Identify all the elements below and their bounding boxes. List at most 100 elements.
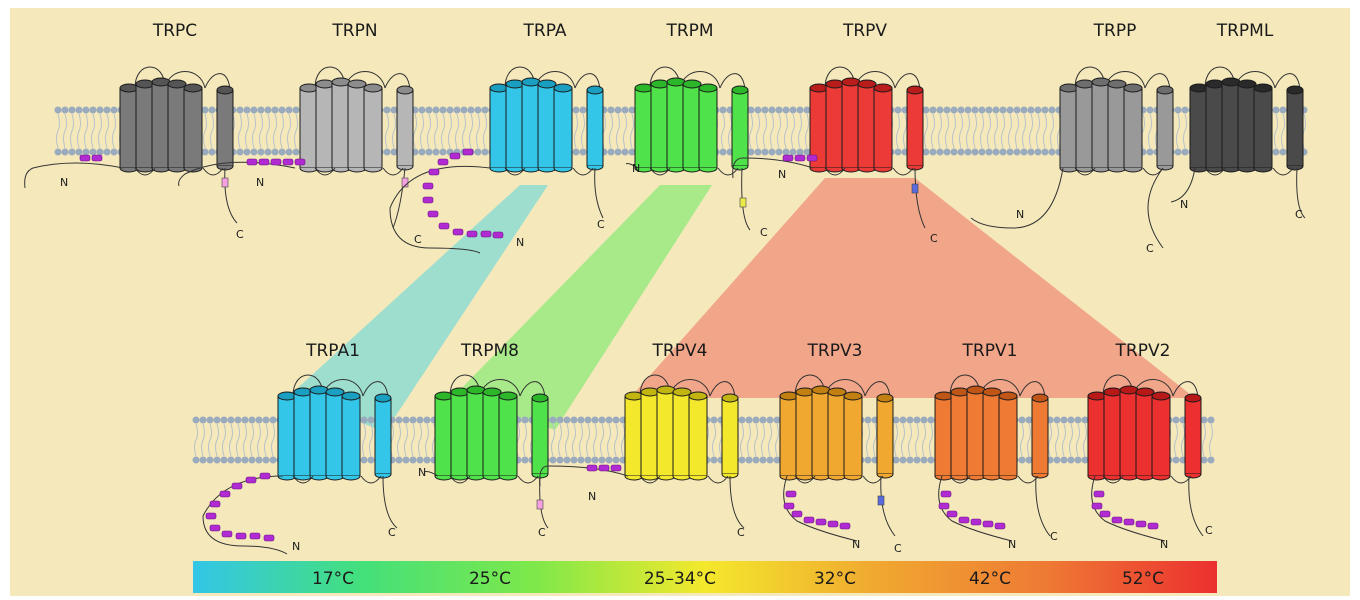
lipid-tail (523, 423, 527, 457)
lipid-head (250, 148, 258, 156)
helix-top (666, 77, 686, 87)
intracellular-loop (649, 167, 739, 176)
lipid-tail (945, 113, 949, 149)
helix-bottom (1075, 167, 1095, 173)
lipid-tail (266, 113, 270, 149)
lipid-head (262, 416, 270, 424)
ankyrin-repeat (940, 490, 952, 498)
lipid-head (773, 456, 781, 464)
temperature-scale: 17°C 25°C 25–34°C 32°C 42°C 52°C (193, 561, 1217, 593)
lipid-head (922, 148, 930, 156)
helix-body (135, 83, 155, 169)
helix-top (721, 393, 739, 403)
helix-body (721, 397, 739, 475)
lipid-head (1060, 456, 1068, 464)
ankyrin-repeat (428, 168, 440, 176)
lipid-head (579, 148, 587, 156)
lipid-head (563, 416, 571, 424)
lipid-head (208, 148, 216, 156)
lipid-tail (257, 423, 261, 457)
lipid-head (864, 456, 872, 464)
helix-body (325, 391, 345, 477)
temperature-label: 25°C (469, 569, 511, 589)
lipid-tail (411, 423, 415, 457)
temperature-label: 52°C (1122, 569, 1164, 589)
lipid-tail (574, 113, 578, 149)
helix-top (656, 385, 676, 395)
lipid-tail (770, 113, 774, 149)
c-domain (221, 177, 229, 188)
helix-body (1075, 83, 1095, 169)
ankyrin-repeat (259, 472, 271, 480)
helix-body (1205, 83, 1225, 169)
lipid-head (453, 106, 461, 114)
lipid-head (360, 416, 368, 424)
lipid-tail (1027, 423, 1031, 457)
lipid-tail (98, 113, 102, 149)
lipid-head (285, 106, 293, 114)
lipid-head (1172, 456, 1180, 464)
helix-top (906, 85, 924, 95)
helix-body (505, 83, 525, 169)
lipid-head (1027, 148, 1035, 156)
lipid-head (395, 416, 403, 424)
temperature-label: 25–34°C (644, 569, 716, 589)
helix-body (151, 81, 171, 169)
lipid-head (922, 106, 930, 114)
lipid-head (803, 106, 811, 114)
ankyrin-repeat (221, 530, 233, 538)
ankyrin-repeat (422, 196, 434, 204)
ankyrin-repeat (438, 222, 450, 230)
lipid-head (796, 106, 804, 114)
helix-body (434, 395, 454, 477)
lipid-tail (558, 423, 562, 457)
lipid-tail (1181, 423, 1185, 457)
lipid-head (1020, 148, 1028, 156)
helix-top (331, 77, 351, 87)
lipid-tail (201, 423, 205, 457)
lipid-head (367, 416, 375, 424)
helix-top (1091, 77, 1111, 87)
lipid-tail (1176, 113, 1180, 149)
helix-top (1221, 77, 1241, 87)
channel-label: TRPV (842, 21, 887, 41)
lipid-tail (593, 423, 597, 457)
n-terminus-label: N (256, 176, 264, 189)
lipid-tail (369, 423, 373, 457)
helix-top (299, 83, 319, 93)
lipid-tail (581, 113, 585, 149)
helix-body (1156, 89, 1174, 167)
n-terminus-label: N (632, 162, 640, 175)
lipid-head (1181, 148, 1189, 156)
ankyrin-repeat (803, 516, 815, 524)
lipid-head (894, 106, 902, 114)
lipid-tail (630, 113, 634, 149)
lipid-head (248, 456, 256, 464)
ankyrin-repeat (466, 230, 478, 238)
lipid-tail (1008, 113, 1012, 149)
ankyrin-repeat (791, 510, 803, 518)
helix-body (624, 395, 644, 477)
helix-bottom (482, 475, 502, 481)
channel-label: TRPM (665, 21, 713, 41)
ankyrin-repeat (958, 516, 970, 524)
helix-body (167, 83, 187, 169)
lipid-head (803, 148, 811, 156)
ankyrin-repeat (437, 158, 449, 166)
ankyrin-repeat (970, 518, 982, 526)
lipid-head (927, 416, 935, 424)
lipid-head (950, 106, 958, 114)
channel-trpc: TRPC N C (24, 21, 244, 241)
channel-label: TRPV2 (1115, 341, 1171, 361)
channel-layer: TRPCNCTRPNNCTRPANCTRPMNCTRPVNCTRPPNCTRPM… (24, 21, 1306, 555)
helix-top (489, 83, 509, 93)
helix-top (934, 391, 954, 401)
helix-body (466, 389, 486, 477)
helix-bottom (505, 167, 525, 173)
helix-body (1031, 397, 1049, 475)
n-terminus-label: N (60, 176, 68, 189)
lipid-head (789, 106, 797, 114)
helix-bottom (347, 167, 367, 173)
channel-label: TRPC (152, 21, 197, 41)
lipid-head (584, 456, 592, 464)
